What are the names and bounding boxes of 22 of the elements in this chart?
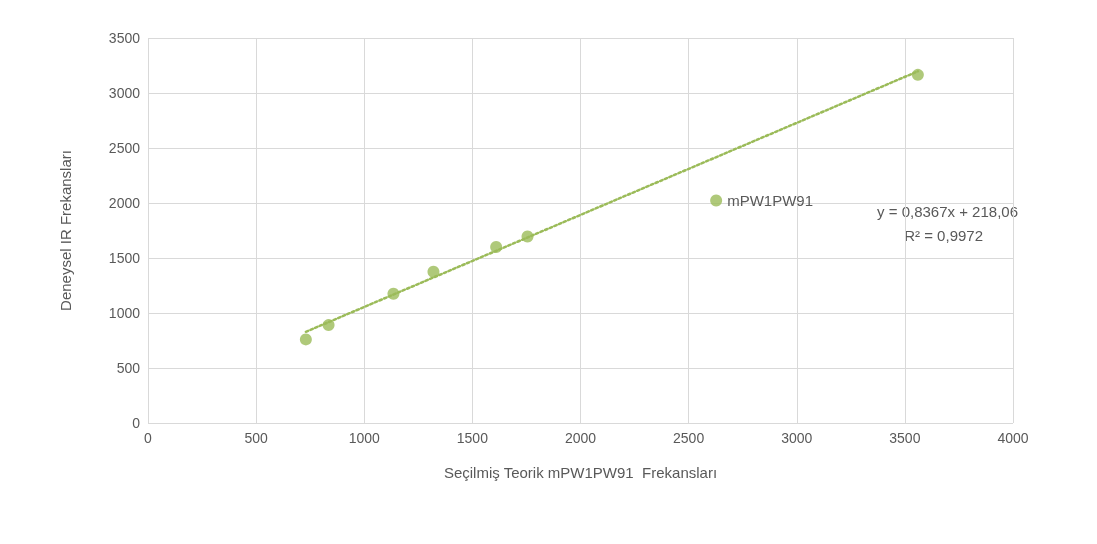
- y-tick-label: 3000: [108, 85, 141, 101]
- x-tick-label: 0: [144, 430, 153, 446]
- x-tick-label: 2500: [673, 430, 705, 446]
- x-tick-label: 500: [244, 430, 269, 446]
- x-tick-label: 2000: [564, 430, 597, 446]
- y-tick-label: 3500: [108, 30, 141, 46]
- y-tick-label: 1500: [108, 250, 141, 266]
- x-tick-label: 1000: [348, 430, 381, 446]
- y-axis-title: Deneysel IR Frekansları: [57, 150, 74, 311]
- y-tick-label: 500: [116, 360, 141, 376]
- y-tick-label: 1000: [108, 305, 141, 321]
- annotation: y = 0,8367x + 218,06: [877, 203, 1019, 220]
- y-tick-label: 0: [132, 415, 141, 431]
- point: [299, 333, 312, 346]
- legend-label: mPW1PW91: [727, 192, 814, 209]
- x-tick-label: 3500: [889, 430, 921, 446]
- x-tick-label: 1500: [456, 430, 489, 446]
- y-tick-label: 2000: [108, 195, 141, 211]
- x-tick-label: 3000: [781, 430, 813, 446]
- y-tick-label: 2500: [108, 140, 141, 156]
- x-axis-title: Seçilmiş Teorik mPW1PW91 Frekansları: [443, 464, 718, 481]
- x-tick-label: 4000: [997, 430, 1029, 446]
